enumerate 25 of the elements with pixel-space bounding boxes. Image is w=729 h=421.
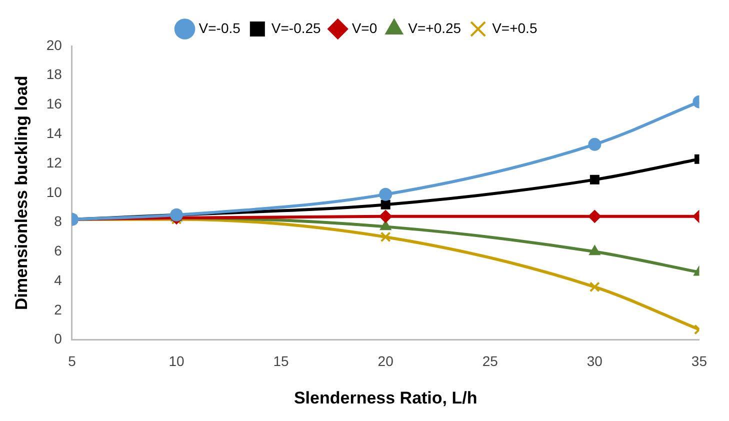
y-tick-label: 14 [46, 125, 62, 141]
y-tick-label: 8 [54, 213, 62, 230]
x-tick-label: 5 [68, 353, 76, 370]
legend-label: V=-0.5 [198, 20, 241, 36]
y-tick-label: 0 [54, 330, 62, 347]
y-tick-label: 4 [54, 272, 62, 288]
x-tick-label: 10 [168, 353, 185, 370]
x-tick-label: 30 [586, 353, 603, 370]
x-tick-label: 15 [273, 353, 290, 370]
legend-label: V=-0.25 [271, 20, 322, 36]
y-tick-label: 18 [46, 66, 62, 82]
x-axis-title: Slenderness Ratio, L/h [294, 388, 478, 408]
y-tick-label: 12 [46, 154, 62, 170]
x-tick-label: 25 [482, 353, 498, 370]
legend-label: V=+0.25 [408, 20, 462, 36]
y-tick-label: 16 [46, 96, 62, 112]
x-tick-label: 20 [378, 353, 394, 370]
legend-label: V=+0.5 [492, 20, 538, 36]
y-tick-label: 20 [46, 36, 62, 53]
y-tick-label: 10 [46, 184, 62, 200]
legend-label: V=0 [352, 20, 378, 36]
y-axis-title: Dimensionless buckling load [12, 76, 31, 310]
x-tick-label: 35 [691, 353, 708, 370]
y-tick-label: 2 [54, 301, 62, 318]
y-tick-label: 6 [54, 242, 62, 259]
